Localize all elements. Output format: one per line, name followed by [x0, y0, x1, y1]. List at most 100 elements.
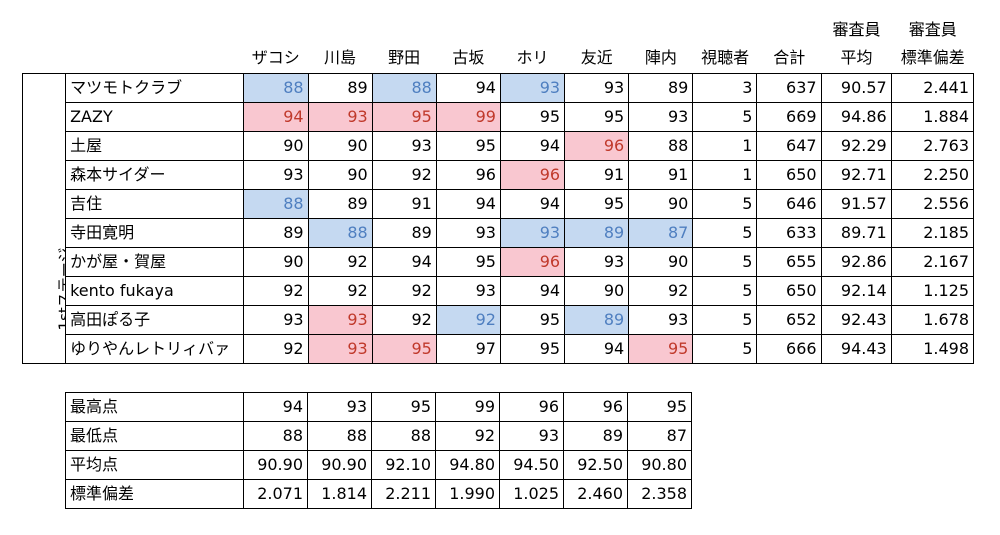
judge-score: 96	[499, 247, 566, 277]
header-judge: 陣内	[644, 48, 677, 67]
table-row: 寺田寛明 89 88 89 93 93 89 87 5 633 89.71 2.185	[23, 218, 975, 248]
summary-row: 標準偏差 2.071 1.814 2.211 1.990 1.025 2.460 2.358	[65, 479, 692, 509]
contestant-name: kento fukaya	[65, 276, 245, 306]
header-judge: 野田	[388, 48, 421, 67]
header-total: 合計	[773, 48, 806, 67]
viewer-score: 5	[692, 247, 758, 277]
table-row: kento fukaya 92 92 92 93 94 90 92 5 650 92.14 1.125	[23, 276, 975, 306]
judge-stddev: 2.185	[890, 218, 975, 248]
judge-score: 89	[307, 73, 373, 103]
summary-value: 87	[627, 421, 692, 451]
judge-score: 93	[435, 218, 501, 248]
summary-value: 96	[499, 392, 564, 422]
total-score: 666	[756, 334, 822, 364]
viewer-score: 5	[692, 189, 758, 219]
total-score: 652	[756, 305, 822, 335]
judge-score: 93	[435, 276, 501, 306]
stage-label-cell: 1stステージ	[21, 73, 67, 364]
total-score: 647	[756, 131, 822, 161]
contestant-name: ゆりやんレトリィバァ	[65, 334, 245, 364]
summary-value: 99	[435, 392, 500, 422]
judge-score: 96	[435, 160, 501, 190]
judge-stddev: 2.167	[890, 247, 975, 277]
judge-score: 95	[564, 102, 630, 132]
judge-score: 93	[564, 247, 630, 277]
header-avg-bottom: 平均	[840, 48, 873, 67]
judge-score: 95	[435, 131, 501, 161]
judge-score: 94	[499, 276, 566, 306]
judge-score: 89	[564, 218, 630, 248]
summary-value: 92.50	[563, 450, 628, 480]
viewer-score: 1	[692, 160, 758, 190]
summary-label: 最高点	[65, 392, 244, 422]
judge-score: 99	[435, 102, 501, 132]
judge-average: 92.71	[820, 160, 892, 190]
contestant-name: ZAZY	[65, 102, 245, 132]
summary-value: 90.90	[243, 450, 308, 480]
contestant-name: かが屋・賀屋	[65, 247, 245, 277]
judge-score: 94	[371, 247, 437, 277]
table-row: 1stステージ マツモトクラブ 88 89 88 94 93 93 89 3 637 90.57 2.4…	[21, 73, 975, 364]
judge-score: 88	[243, 189, 309, 219]
viewer-score: 1	[692, 131, 758, 161]
summary-value: 93	[307, 392, 372, 422]
judge-average: 92.43	[820, 305, 892, 335]
summary-value: 94.80	[435, 450, 500, 480]
judge-score: 93	[628, 102, 694, 132]
summary-value: 95	[627, 392, 692, 422]
judge-score: 88	[243, 73, 309, 103]
header-judge: 川島	[323, 48, 356, 67]
judge-score: 93	[499, 218, 566, 248]
judge-score: 95	[564, 189, 630, 219]
header-judge: ホリ	[516, 48, 549, 67]
judge-score: 95	[371, 334, 437, 364]
judge-average: 91.57	[820, 189, 892, 219]
summary-row: 最低点 88 88 88 92 93 89 87	[65, 421, 692, 451]
judge-average: 89.71	[820, 218, 892, 248]
contestant-name: 吉住	[65, 189, 245, 219]
stage-label: 1stステージ	[55, 247, 66, 331]
table-row: 土屋 90 90 93 95 94 96 88 1 647 92.29 2.763	[23, 131, 975, 161]
score-table: 1stステージ マツモトクラブ 88 89 88 94 93 93 89 3 637 90.57 2.4…	[21, 73, 975, 364]
summary-body: 最高点 94 93 95 99 96 96 95 最低点 88 88 88 92 93 89 87 平均点 90.…	[65, 392, 692, 509]
header-table: 審査員 審査員 ザコシ 川島 野田 古坂 ホリ 友近 陣内 視聴者 合計 平均 …	[22, 16, 974, 72]
judge-stddev: 2.250	[890, 160, 975, 190]
judge-score: 89	[628, 73, 694, 103]
summary-value: 93	[499, 421, 564, 451]
header-sd-top: 審査員	[908, 20, 957, 39]
judge-score: 94	[499, 189, 566, 219]
table-row: ゆりやんレトリィバァ 92 93 95 97 95 94 95 5 666 94.43 1.498	[23, 334, 975, 364]
summary-value: 94.50	[499, 450, 564, 480]
summary-value: 95	[371, 392, 436, 422]
judge-score: 96	[499, 160, 566, 190]
summary-value: 90.90	[307, 450, 372, 480]
viewer-score: 5	[692, 276, 758, 306]
header-avg-top: 審査員	[832, 20, 881, 39]
summary-value: 94	[243, 392, 308, 422]
judge-score: 92	[628, 276, 694, 306]
summary-table: 最高点 94 93 95 99 96 96 95 最低点 88 88 88 92 93 89 87 平均点 90.…	[65, 392, 692, 509]
judge-average: 92.14	[820, 276, 892, 306]
header-judge: 古坂	[452, 48, 485, 67]
judge-score: 90	[628, 189, 694, 219]
judge-average: 90.57	[820, 73, 892, 103]
contestant-name: 高田ぽる子	[65, 305, 245, 335]
table-row: ZAZY 94 93 95 99 95 95 93 5 669 94.86 1.884	[23, 102, 975, 132]
summary-value: 88	[243, 421, 308, 451]
judge-score: 93	[564, 73, 630, 103]
judge-score: 88	[371, 73, 437, 103]
summary-value: 2.460	[563, 479, 628, 509]
judge-score: 95	[435, 247, 501, 277]
judge-score: 94	[564, 334, 630, 364]
total-score: 637	[756, 73, 822, 103]
viewer-score: 5	[692, 334, 758, 364]
judge-score: 90	[628, 247, 694, 277]
header-viewers: 視聴者	[701, 48, 750, 67]
summary-value: 89	[563, 421, 628, 451]
judge-score: 91	[371, 189, 437, 219]
viewer-score: 5	[692, 305, 758, 335]
viewer-score: 5	[692, 218, 758, 248]
contestant-name: マツモトクラブ	[65, 73, 245, 103]
viewer-score: 5	[692, 102, 758, 132]
summary-label: 最低点	[65, 421, 244, 451]
